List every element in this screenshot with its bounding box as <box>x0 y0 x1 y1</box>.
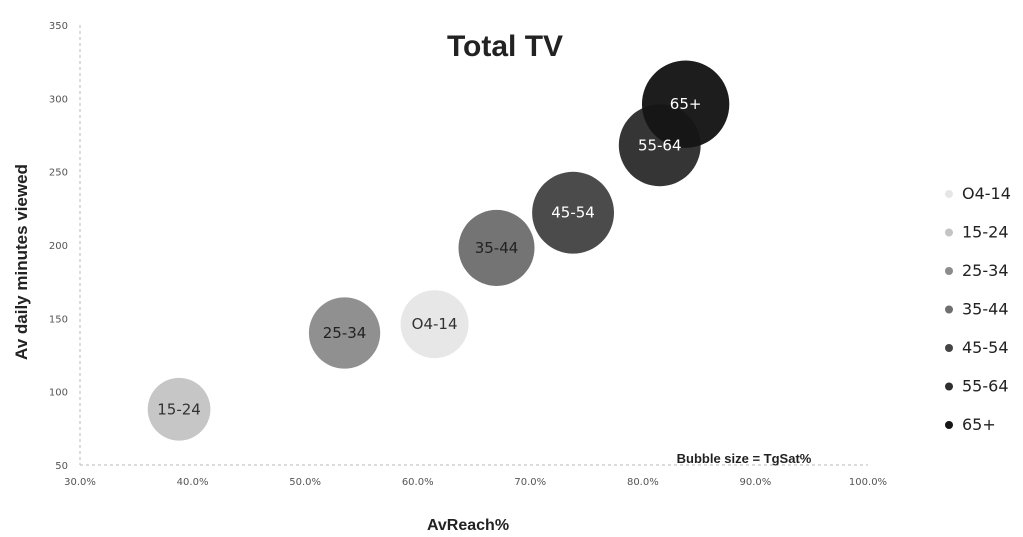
legend-label: 55-64 <box>962 377 1009 396</box>
y-tick-label: 300 <box>49 94 68 105</box>
y-tick-label: 150 <box>49 314 68 325</box>
x-tick-label: 30.0% <box>64 477 96 488</box>
legend-marker <box>945 421 953 429</box>
x-tick-label: 40.0% <box>177 477 209 488</box>
x-tick-label: 90.0% <box>740 477 772 488</box>
legend-marker <box>945 344 953 352</box>
chart-title: Total TV <box>447 30 563 63</box>
bubble-label: 55-64 <box>638 136 682 154</box>
y-axis-ticks: 50 100 150 200 250 300 350 <box>49 21 68 472</box>
bubbles: O4-14 15-24 25-34 35-44 45-54 55-64 65+ <box>147 60 730 441</box>
legend-label: 35-44 <box>962 300 1009 319</box>
x-axis-ticks: 30.0% 40.0% 50.0% 60.0% 70.0% 80.0% 90.0% 100.0… <box>64 477 887 488</box>
x-tick-label: 60.0% <box>402 477 434 488</box>
bubble-label: O4-14 <box>412 315 458 333</box>
legend-marker <box>945 190 953 198</box>
legend-label: 15-24 <box>962 223 1009 242</box>
x-tick-label: 70.0% <box>514 477 546 488</box>
bubble-25-34 <box>308 297 381 369</box>
legend-marker <box>945 228 953 237</box>
legend-label: 45-54 <box>962 338 1009 357</box>
bubble-o4-14 <box>400 290 469 359</box>
x-tick-label: 50.0% <box>289 477 321 488</box>
y-tick-label: 100 <box>49 388 68 399</box>
legend: O4-14 15-24 25-34 35-44 45-54 55-64 65+ <box>945 184 1011 434</box>
bubble-35-44 <box>458 209 535 286</box>
bubble-label: 65+ <box>670 95 702 113</box>
legend-label: 65+ <box>962 415 996 434</box>
bubble-label: 15-24 <box>157 400 201 418</box>
bubble-label: 25-34 <box>323 324 367 342</box>
bubble-45-54 <box>532 171 615 254</box>
y-axis-title: Av daily minutes viewed <box>12 164 31 360</box>
bubble-15-24 <box>147 377 211 441</box>
bubble-65 <box>641 60 730 148</box>
y-tick-label: 200 <box>49 241 68 252</box>
y-tick-label: 50 <box>55 461 68 472</box>
bubble-label: 45-54 <box>551 204 595 222</box>
legend-marker <box>945 382 953 391</box>
bubble-label: 35-44 <box>475 239 519 257</box>
y-tick-label: 350 <box>49 21 68 32</box>
x-tick-label: 100.0% <box>849 477 887 488</box>
x-axis-title: AvReach% <box>427 517 509 534</box>
y-tick-label: 250 <box>49 168 68 179</box>
bubble-size-note: Bubble size = TgSat% <box>677 451 812 466</box>
legend-marker <box>945 267 953 275</box>
legend-label: O4-14 <box>962 184 1011 203</box>
legend-marker <box>945 305 953 314</box>
legend-label: 25-34 <box>962 261 1009 280</box>
x-tick-label: 80.0% <box>627 477 659 488</box>
